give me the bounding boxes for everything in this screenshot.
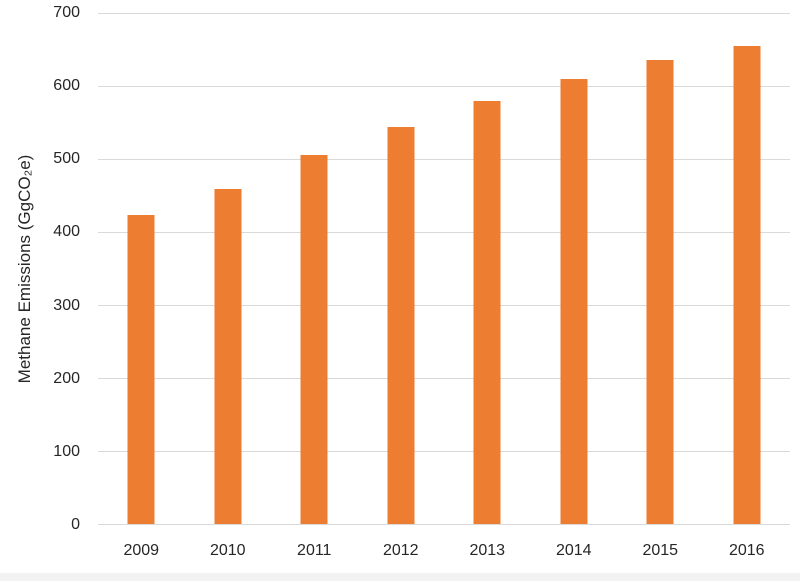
bar-2013	[473, 100, 501, 524]
bar-slot-2016	[704, 13, 791, 524]
bar-2014	[560, 78, 588, 524]
bar-slot-2011	[271, 13, 358, 524]
bar-2016	[733, 45, 761, 524]
bar-slot-2015	[617, 13, 704, 524]
bar-slot-2010	[185, 13, 272, 524]
gridline-400	[98, 232, 790, 233]
y-tick-label-0: 0	[71, 516, 80, 533]
x-tick-label-2012: 2012	[382, 542, 419, 559]
bar-2009	[127, 215, 155, 524]
x-tick-label-2016: 2016	[728, 542, 765, 559]
bar-2011	[300, 155, 328, 524]
x-axis-tick-labels: 2009 2010 2011 2012 2013 2014 2015 2016	[98, 542, 790, 560]
y-tick-label-400: 400	[53, 223, 80, 241]
x-tick-label-2014: 2014	[555, 542, 592, 559]
y-tick-label-300: 300	[53, 296, 80, 314]
gridline-600	[98, 86, 790, 87]
y-tick-label-200: 200	[53, 369, 80, 387]
gridline-200	[98, 378, 790, 379]
y-axis-tick-labels: 0 100 200 300 400 500 600 700	[0, 5, 80, 533]
gridline-500	[98, 159, 790, 160]
x-tick-label-2015: 2015	[642, 542, 679, 559]
x-tick-label-2011: 2011	[297, 542, 332, 559]
bar-2015	[646, 59, 674, 524]
bar-slot-2012	[358, 13, 445, 524]
x-tick-label-2009: 2009	[123, 542, 160, 559]
bar-slot-2013	[444, 13, 531, 524]
bar-slot-2009	[98, 13, 185, 524]
y-tick-label-500: 500	[53, 150, 80, 168]
y-tick-label-700: 700	[53, 4, 80, 21]
x-tick-label-2010: 2010	[209, 542, 246, 559]
bar-2010	[214, 188, 242, 524]
bottom-edge-strip	[0, 573, 800, 581]
y-tick-label-600: 600	[53, 77, 80, 95]
gridline-300	[98, 305, 790, 306]
gridline-700	[98, 13, 790, 14]
bar-slot-2014	[531, 13, 618, 524]
bars	[98, 13, 790, 524]
bar-2012	[387, 126, 415, 524]
plot-area	[98, 13, 790, 525]
gridline-100	[98, 451, 790, 452]
y-tick-label-100: 100	[53, 442, 80, 460]
x-tick-label-2013: 2013	[469, 542, 506, 559]
